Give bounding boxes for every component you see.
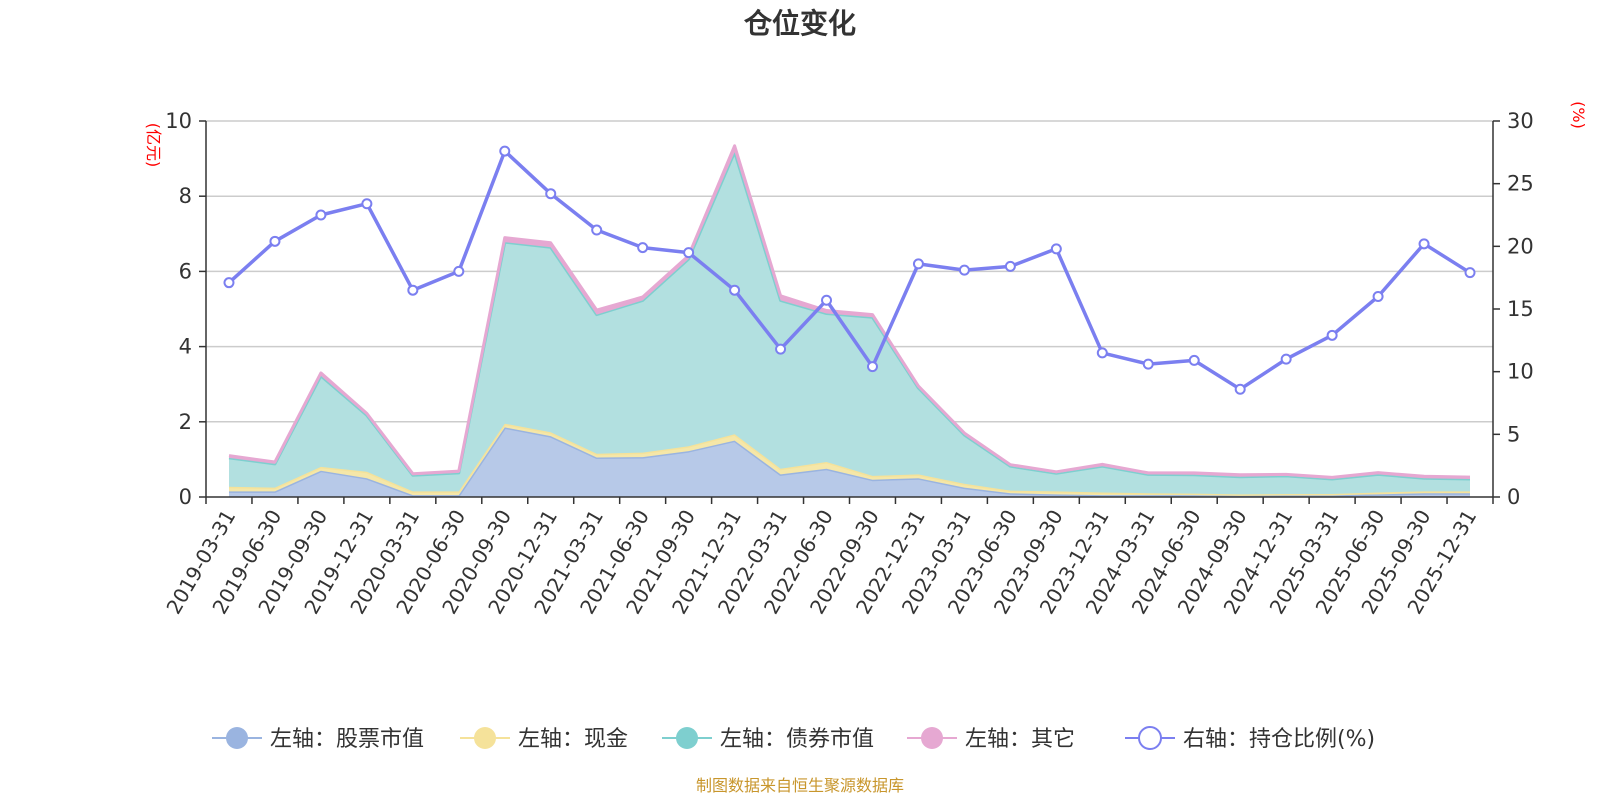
bond-area (229, 152, 1470, 495)
ratio-point (407, 284, 419, 296)
ratio-point (1280, 353, 1292, 365)
ratio-point (453, 265, 465, 277)
legend-label-bond: 左轴：债券市值 (720, 727, 874, 752)
ratio-point (683, 247, 695, 259)
legend-marker-bond (676, 727, 698, 749)
ratio-point (1464, 267, 1476, 279)
ratio-point (1418, 238, 1430, 250)
ratio-point (1096, 347, 1108, 359)
legend-label-cash: 左轴：现金 (518, 727, 628, 752)
legend-marker-cash (474, 727, 496, 749)
ratio-point (269, 235, 281, 247)
legend-label-ratio: 右轴：持仓比例(%) (1183, 727, 1375, 752)
ratio-point (1234, 383, 1246, 395)
ratio-point (315, 209, 327, 221)
right-axis-tick-label: 5 (1507, 422, 1520, 446)
ratio-point (821, 294, 833, 306)
ratio-point (1142, 358, 1154, 370)
ratio-point (1004, 260, 1016, 272)
ratio-point (729, 284, 741, 296)
legend-marker-ratio (1138, 726, 1162, 750)
ratio-point (1326, 329, 1338, 341)
legend-marker-other (921, 727, 943, 749)
right-axis-tick-label: 20 (1507, 234, 1534, 258)
right-axis-tick-label: 25 (1507, 172, 1534, 196)
ratio-point (958, 264, 970, 276)
legend-label-other: 左轴：其它 (965, 727, 1075, 752)
left-axis-tick-label: 10 (165, 109, 192, 133)
grid (206, 120, 1493, 423)
ratio-point (1050, 243, 1062, 255)
stacked-areas (228, 144, 1471, 497)
legend: 左轴：股票市值 左轴：现金 左轴：债券市值 左轴：其它 右轴：持仓比例(%) (212, 726, 1375, 752)
source-footer: 制图数据来自恒生聚源数据库 (696, 776, 904, 795)
right-axis-tick-label: 15 (1507, 297, 1534, 321)
ratio-point (1188, 354, 1200, 366)
left-axis-tick-label: 0 (179, 485, 192, 509)
ratio-point (1372, 290, 1384, 302)
ratio-point (912, 258, 924, 270)
ratio-line (227, 149, 1471, 391)
right-axis-tick-label: 10 (1507, 360, 1534, 384)
ratio-point (591, 224, 603, 236)
stock-area (229, 427, 1470, 497)
left-axis-tick-label: 4 (179, 335, 192, 359)
ratio-point (775, 343, 787, 355)
ratio-point (866, 361, 878, 373)
chart-title: 仓位变化 (744, 7, 856, 40)
left-axis-tick-label: 2 (179, 410, 192, 434)
ratio-point (545, 188, 557, 200)
other-area-line (228, 144, 1471, 479)
left-axis-tick-label: 8 (179, 184, 192, 208)
right-axis-tick-label: 30 (1507, 109, 1534, 133)
ratio-point (637, 242, 649, 254)
ratio-point (361, 198, 373, 210)
right-axis-unit: (%) (1569, 101, 1588, 129)
legend-label-stock: 左轴：股票市值 (270, 727, 424, 752)
right-axis-tick-label: 0 (1507, 485, 1520, 509)
ratio-point (223, 277, 235, 289)
legend-marker-stock (226, 727, 248, 749)
left-axis-unit: (亿元) (144, 123, 163, 168)
ratio-line-series (223, 145, 1476, 395)
left-axis-tick-label: 6 (179, 259, 192, 283)
ratio-point (499, 145, 511, 157)
